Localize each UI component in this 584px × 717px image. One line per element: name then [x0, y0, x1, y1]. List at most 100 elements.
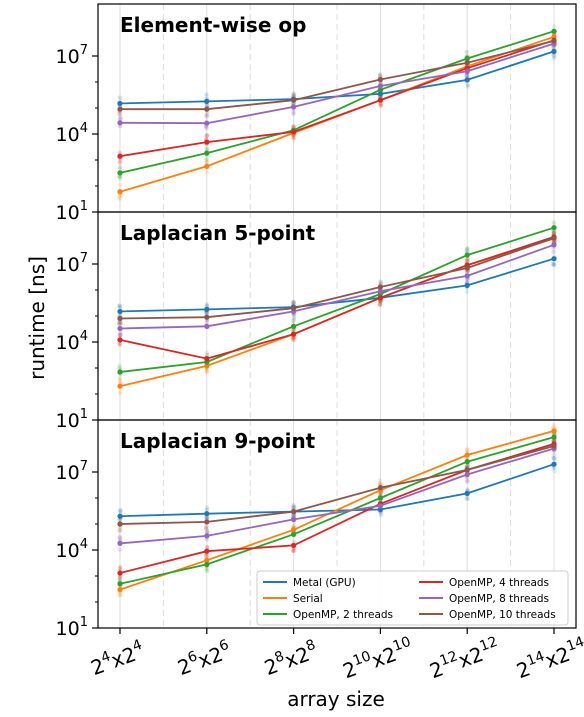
scatter-point	[551, 262, 556, 267]
scatter-point	[205, 553, 210, 558]
scatter-point	[204, 526, 209, 532]
scatter-point	[204, 553, 209, 559]
scatter-point	[118, 111, 123, 117]
scatter-point	[464, 479, 470, 484]
data-point	[377, 485, 383, 491]
scatter-point	[551, 262, 556, 267]
scatter-point	[551, 53, 557, 58]
scatter-point	[118, 548, 123, 553]
scatter-point	[291, 504, 296, 510]
series-line	[119, 226, 555, 373]
scatter-point	[551, 466, 556, 471]
data-point	[204, 557, 210, 563]
scatter-point	[117, 174, 122, 179]
scatter-point	[118, 332, 123, 338]
scatter-point	[290, 300, 296, 305]
scatter-point	[204, 505, 210, 510]
y-tick-label: 101	[56, 615, 88, 640]
scatter-point	[465, 463, 470, 469]
series-line	[119, 257, 555, 313]
scatter-point	[465, 256, 470, 262]
scatter-point	[117, 196, 122, 201]
scatter-point	[204, 565, 209, 571]
data-point	[464, 252, 470, 258]
scatter-point	[552, 262, 557, 267]
panel-3: 101 104 107 Laplacian 9-point	[56, 419, 577, 640]
scatter-point	[118, 593, 123, 598]
data-point	[204, 323, 210, 329]
scatter-point	[117, 174, 123, 179]
data-point	[377, 295, 383, 301]
data-point	[204, 306, 210, 312]
scatter-point	[291, 548, 296, 553]
scatter-point	[203, 552, 209, 558]
data-point	[291, 527, 297, 533]
scatter-point	[464, 259, 470, 264]
scatter-point	[204, 125, 209, 130]
data-point	[204, 533, 210, 539]
data-point	[117, 106, 123, 112]
scatter-point	[292, 317, 297, 322]
scatter-point	[117, 95, 122, 100]
data-point	[204, 519, 210, 525]
scatter-point	[118, 114, 123, 120]
scatter-point	[465, 479, 470, 484]
data-point	[117, 100, 123, 107]
scatter-point	[378, 102, 383, 107]
scatter-point	[204, 368, 209, 373]
series-line	[119, 42, 555, 125]
scatter-point	[291, 91, 296, 96]
scatter-point	[205, 545, 210, 550]
data-point	[291, 531, 297, 537]
scatter-point	[291, 135, 296, 140]
scatter-point	[204, 133, 210, 139]
scatter-point	[117, 194, 122, 200]
scatter-point	[291, 111, 296, 116]
scatter-point	[117, 160, 123, 165]
scatter-point	[551, 453, 556, 458]
data-point	[117, 383, 123, 389]
legend: Metal (GPU) Serial OpenMP, 2 threads OpenMP…	[256, 570, 569, 626]
scatter-point	[117, 322, 122, 327]
scatter-point	[291, 109, 296, 114]
scatter-point	[204, 113, 210, 119]
series-line	[119, 236, 555, 360]
scatter-point	[291, 318, 296, 323]
scatter-point	[465, 258, 470, 263]
scatter-point	[465, 447, 470, 453]
scatter-point	[551, 250, 556, 255]
data-point	[551, 443, 557, 449]
y-tick-label: 101	[56, 199, 88, 224]
scatter-point	[117, 365, 122, 371]
scatter-point	[291, 299, 296, 305]
scatter-point	[117, 341, 122, 347]
scatter-point	[291, 300, 296, 306]
y-tick-label: 107	[56, 251, 88, 276]
scatter-point	[117, 332, 122, 337]
scatter-point	[118, 332, 123, 338]
scatter-point	[204, 301, 209, 307]
scatter-point	[464, 72, 470, 77]
scatter-point	[290, 548, 296, 553]
scatter-point	[378, 299, 384, 305]
scatter-point	[465, 478, 471, 483]
scatter-point	[378, 103, 383, 108]
scatter-point	[117, 113, 122, 118]
scatter-point	[291, 135, 297, 140]
scatter-point	[117, 566, 123, 571]
scatter-point	[291, 336, 296, 341]
scatter-point	[117, 330, 123, 336]
data-point	[117, 337, 123, 343]
series-line	[119, 30, 555, 174]
scatter-point	[465, 447, 470, 452]
scatter-point	[204, 126, 209, 132]
scatter-point	[291, 299, 296, 305]
scatter-point	[290, 336, 296, 342]
data-point	[117, 315, 123, 322]
data-point	[377, 495, 383, 501]
scatter-point	[464, 73, 469, 78]
scatter-point	[291, 137, 296, 143]
scatter-point	[378, 102, 384, 107]
scatter-point	[117, 534, 123, 539]
scatter-point	[464, 49, 469, 55]
